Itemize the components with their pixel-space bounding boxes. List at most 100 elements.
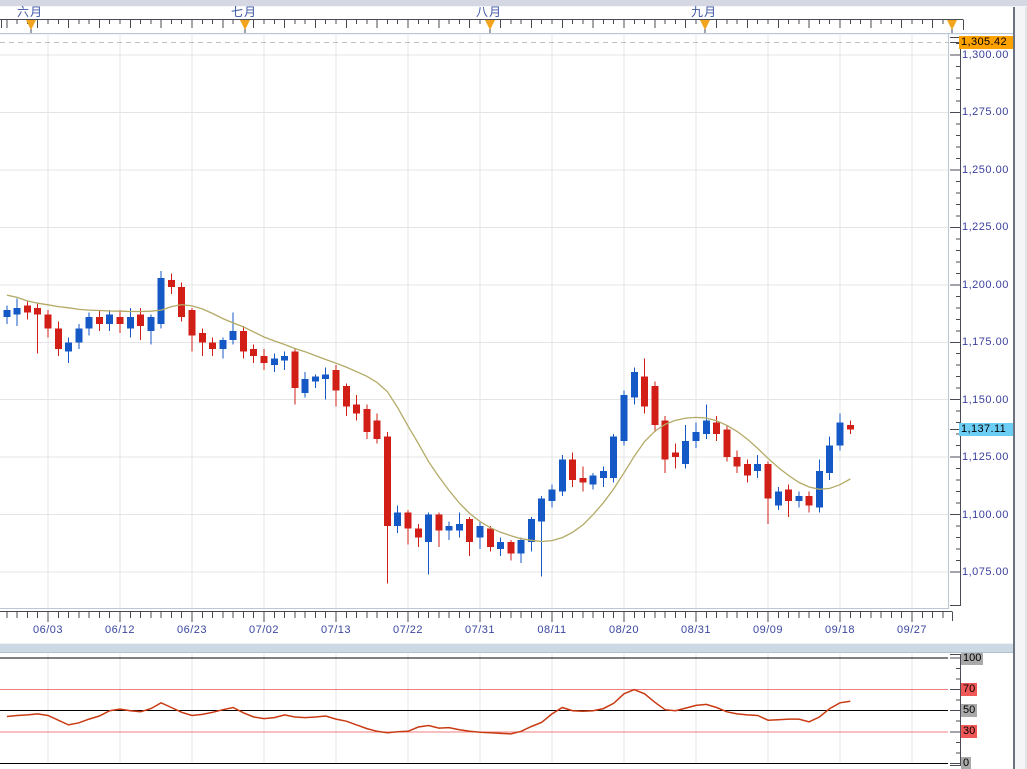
candle-down <box>486 528 494 547</box>
candle-down <box>332 369 340 391</box>
candle-up <box>538 498 546 522</box>
candlestick-series <box>3 271 854 584</box>
candle-up <box>610 436 618 478</box>
candle-down <box>353 404 361 414</box>
candle-up <box>147 316 155 331</box>
candle-down <box>414 528 422 538</box>
candle-up <box>836 422 844 446</box>
candle-down <box>250 349 258 357</box>
moving-average-line <box>6 294 851 543</box>
candle-down <box>167 280 175 288</box>
candle-up <box>527 519 535 543</box>
candle-up <box>322 374 330 380</box>
month-start-marker-icon <box>700 20 710 30</box>
candle-up <box>558 459 566 492</box>
candle-up <box>682 441 690 465</box>
candle-down <box>404 512 412 529</box>
candle-up <box>795 496 803 501</box>
rsi-line <box>6 688 851 735</box>
candle-up <box>599 470 607 478</box>
candle-down <box>764 464 772 499</box>
last-price-marker: 1,137.11 <box>959 422 1013 436</box>
candle-up <box>3 310 11 317</box>
candle-down <box>785 489 793 501</box>
candle-up <box>445 526 453 531</box>
candle-down <box>95 316 103 324</box>
candle-up <box>754 464 762 471</box>
date-ruler <box>0 611 953 622</box>
candle-up <box>692 431 700 442</box>
alert-price-marker: 1,305.42 <box>959 36 1013 50</box>
candle-down <box>291 351 299 389</box>
month-ruler <box>0 19 964 33</box>
candle-up <box>85 316 93 329</box>
month-start-marker-icon <box>947 20 957 30</box>
candle-up <box>620 395 628 442</box>
candle-up <box>497 542 505 550</box>
candle-up <box>13 307 21 315</box>
price-axis-ruler <box>950 37 961 606</box>
candle-down <box>435 514 443 531</box>
candle-down <box>34 307 42 315</box>
candle-down <box>805 496 813 506</box>
month-start-marker-icon <box>485 20 495 30</box>
window-top-strip <box>0 0 1027 7</box>
candle-up <box>75 328 83 343</box>
candle-down <box>342 385 350 407</box>
candle-up <box>476 526 484 538</box>
candle-down <box>239 330 247 352</box>
candle-down <box>383 436 391 527</box>
candle-down <box>23 305 31 313</box>
last-price-value: 1,137.11 <box>961 422 1007 435</box>
candle-up <box>126 316 134 329</box>
candle-down <box>733 457 741 467</box>
candle-up <box>281 356 289 361</box>
candle-up <box>589 475 597 485</box>
oscillator-axis-ruler <box>950 654 961 766</box>
candle-down <box>743 464 751 476</box>
candle-down <box>507 542 515 554</box>
candle-down <box>373 420 381 439</box>
candle-down <box>137 314 145 327</box>
candle-up <box>702 420 710 435</box>
candle-down <box>260 356 268 363</box>
candle-up <box>106 314 114 324</box>
candle-up <box>630 372 638 398</box>
candle-up <box>394 512 402 527</box>
candle-down <box>846 424 854 430</box>
candle-down <box>641 376 649 407</box>
candle-down <box>198 333 206 343</box>
candle-down <box>188 310 196 336</box>
panel-divider[interactable] <box>0 643 1013 653</box>
price-gridlines <box>0 35 948 763</box>
candle-down <box>116 316 124 324</box>
right-scroll-strip[interactable] <box>1013 0 1027 769</box>
candle-down <box>209 342 217 350</box>
candle-up <box>311 376 319 382</box>
candle-up <box>425 514 433 543</box>
candle-down <box>44 314 52 329</box>
main-price-panel[interactable] <box>0 33 1013 610</box>
candle-up <box>301 379 309 393</box>
alert-price-value: 1,305.42 <box>961 36 1008 49</box>
candle-up <box>219 339 227 350</box>
candle-down <box>651 385 659 425</box>
candle-down <box>661 420 669 460</box>
candle-down <box>579 477 587 483</box>
candle-up <box>157 277 165 324</box>
candle-up <box>229 330 237 340</box>
candle-down <box>713 422 721 435</box>
candle-down <box>671 452 679 458</box>
month-start-marker-icon <box>26 20 36 30</box>
candle-up <box>548 489 556 501</box>
candle-down <box>466 519 474 543</box>
candle-up <box>65 342 73 352</box>
candle-down <box>363 408 371 432</box>
candle-down <box>723 429 731 458</box>
candle-up <box>774 491 782 506</box>
candle-down <box>178 287 186 317</box>
candle-down <box>54 328 62 350</box>
oscillator-panel[interactable] <box>0 652 1013 764</box>
candle-up <box>455 523 463 531</box>
